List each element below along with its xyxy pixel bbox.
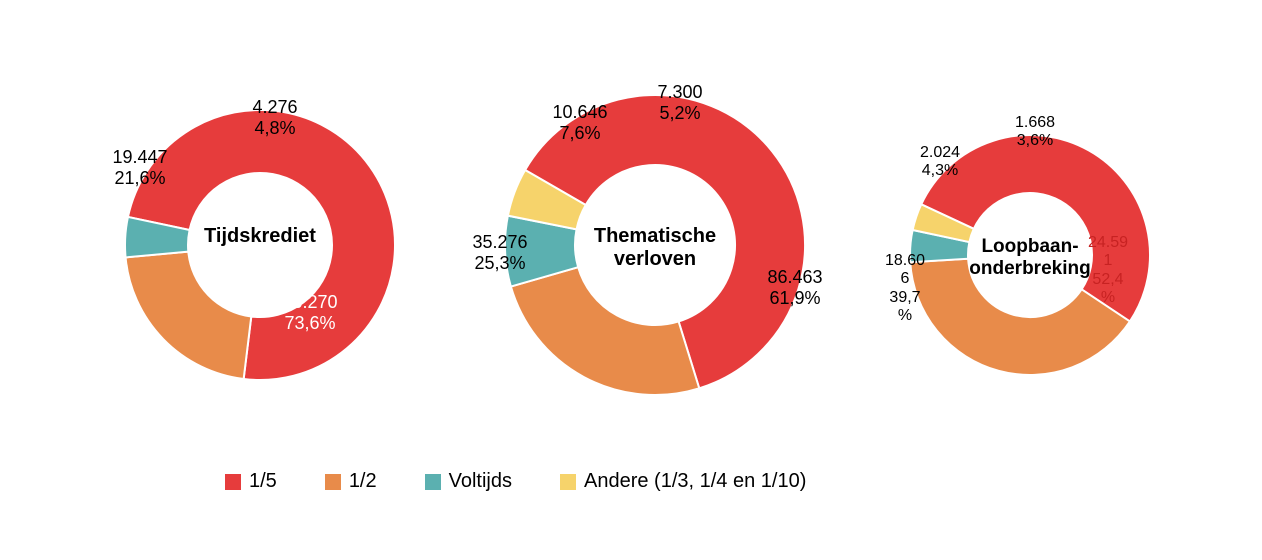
legend: 1/5 1/2 Voltijds Andere (1/3, 1/4 en 1/10) [225, 470, 806, 493]
legend-label-fulltime: Voltijds [449, 470, 512, 493]
legend-swatch-fulltime [425, 474, 441, 490]
donut-chart-thematische [503, 93, 807, 397]
legend-item-one_fifth: 1/5 [225, 470, 277, 493]
donut-chart-tijdskrediet [123, 108, 397, 382]
legend-swatch-other [560, 474, 576, 490]
legend-label-one_fifth: 1/5 [249, 470, 277, 493]
legend-item-fulltime: Voltijds [425, 470, 512, 493]
legend-label-half: 1/2 [349, 470, 377, 493]
donut-slice-tijdskrediet-half [126, 252, 252, 379]
donut-svg-tijdskrediet [123, 108, 397, 382]
donut-chart-loopbaan [908, 133, 1152, 377]
legend-label-other: Andere (1/3, 1/4 en 1/10) [584, 470, 806, 493]
legend-swatch-one_fifth [225, 474, 241, 490]
donut-svg-thematische [503, 93, 807, 397]
chart-canvas: Tijdskrediet66.270 73,6%19.447 21,6%4.27… [0, 0, 1262, 560]
donut-svg-loopbaan [908, 133, 1152, 377]
donut-slice-thematische-half [511, 267, 699, 395]
legend-item-half: 1/2 [325, 470, 377, 493]
legend-item-other: Andere (1/3, 1/4 en 1/10) [560, 470, 806, 493]
legend-swatch-half [325, 474, 341, 490]
